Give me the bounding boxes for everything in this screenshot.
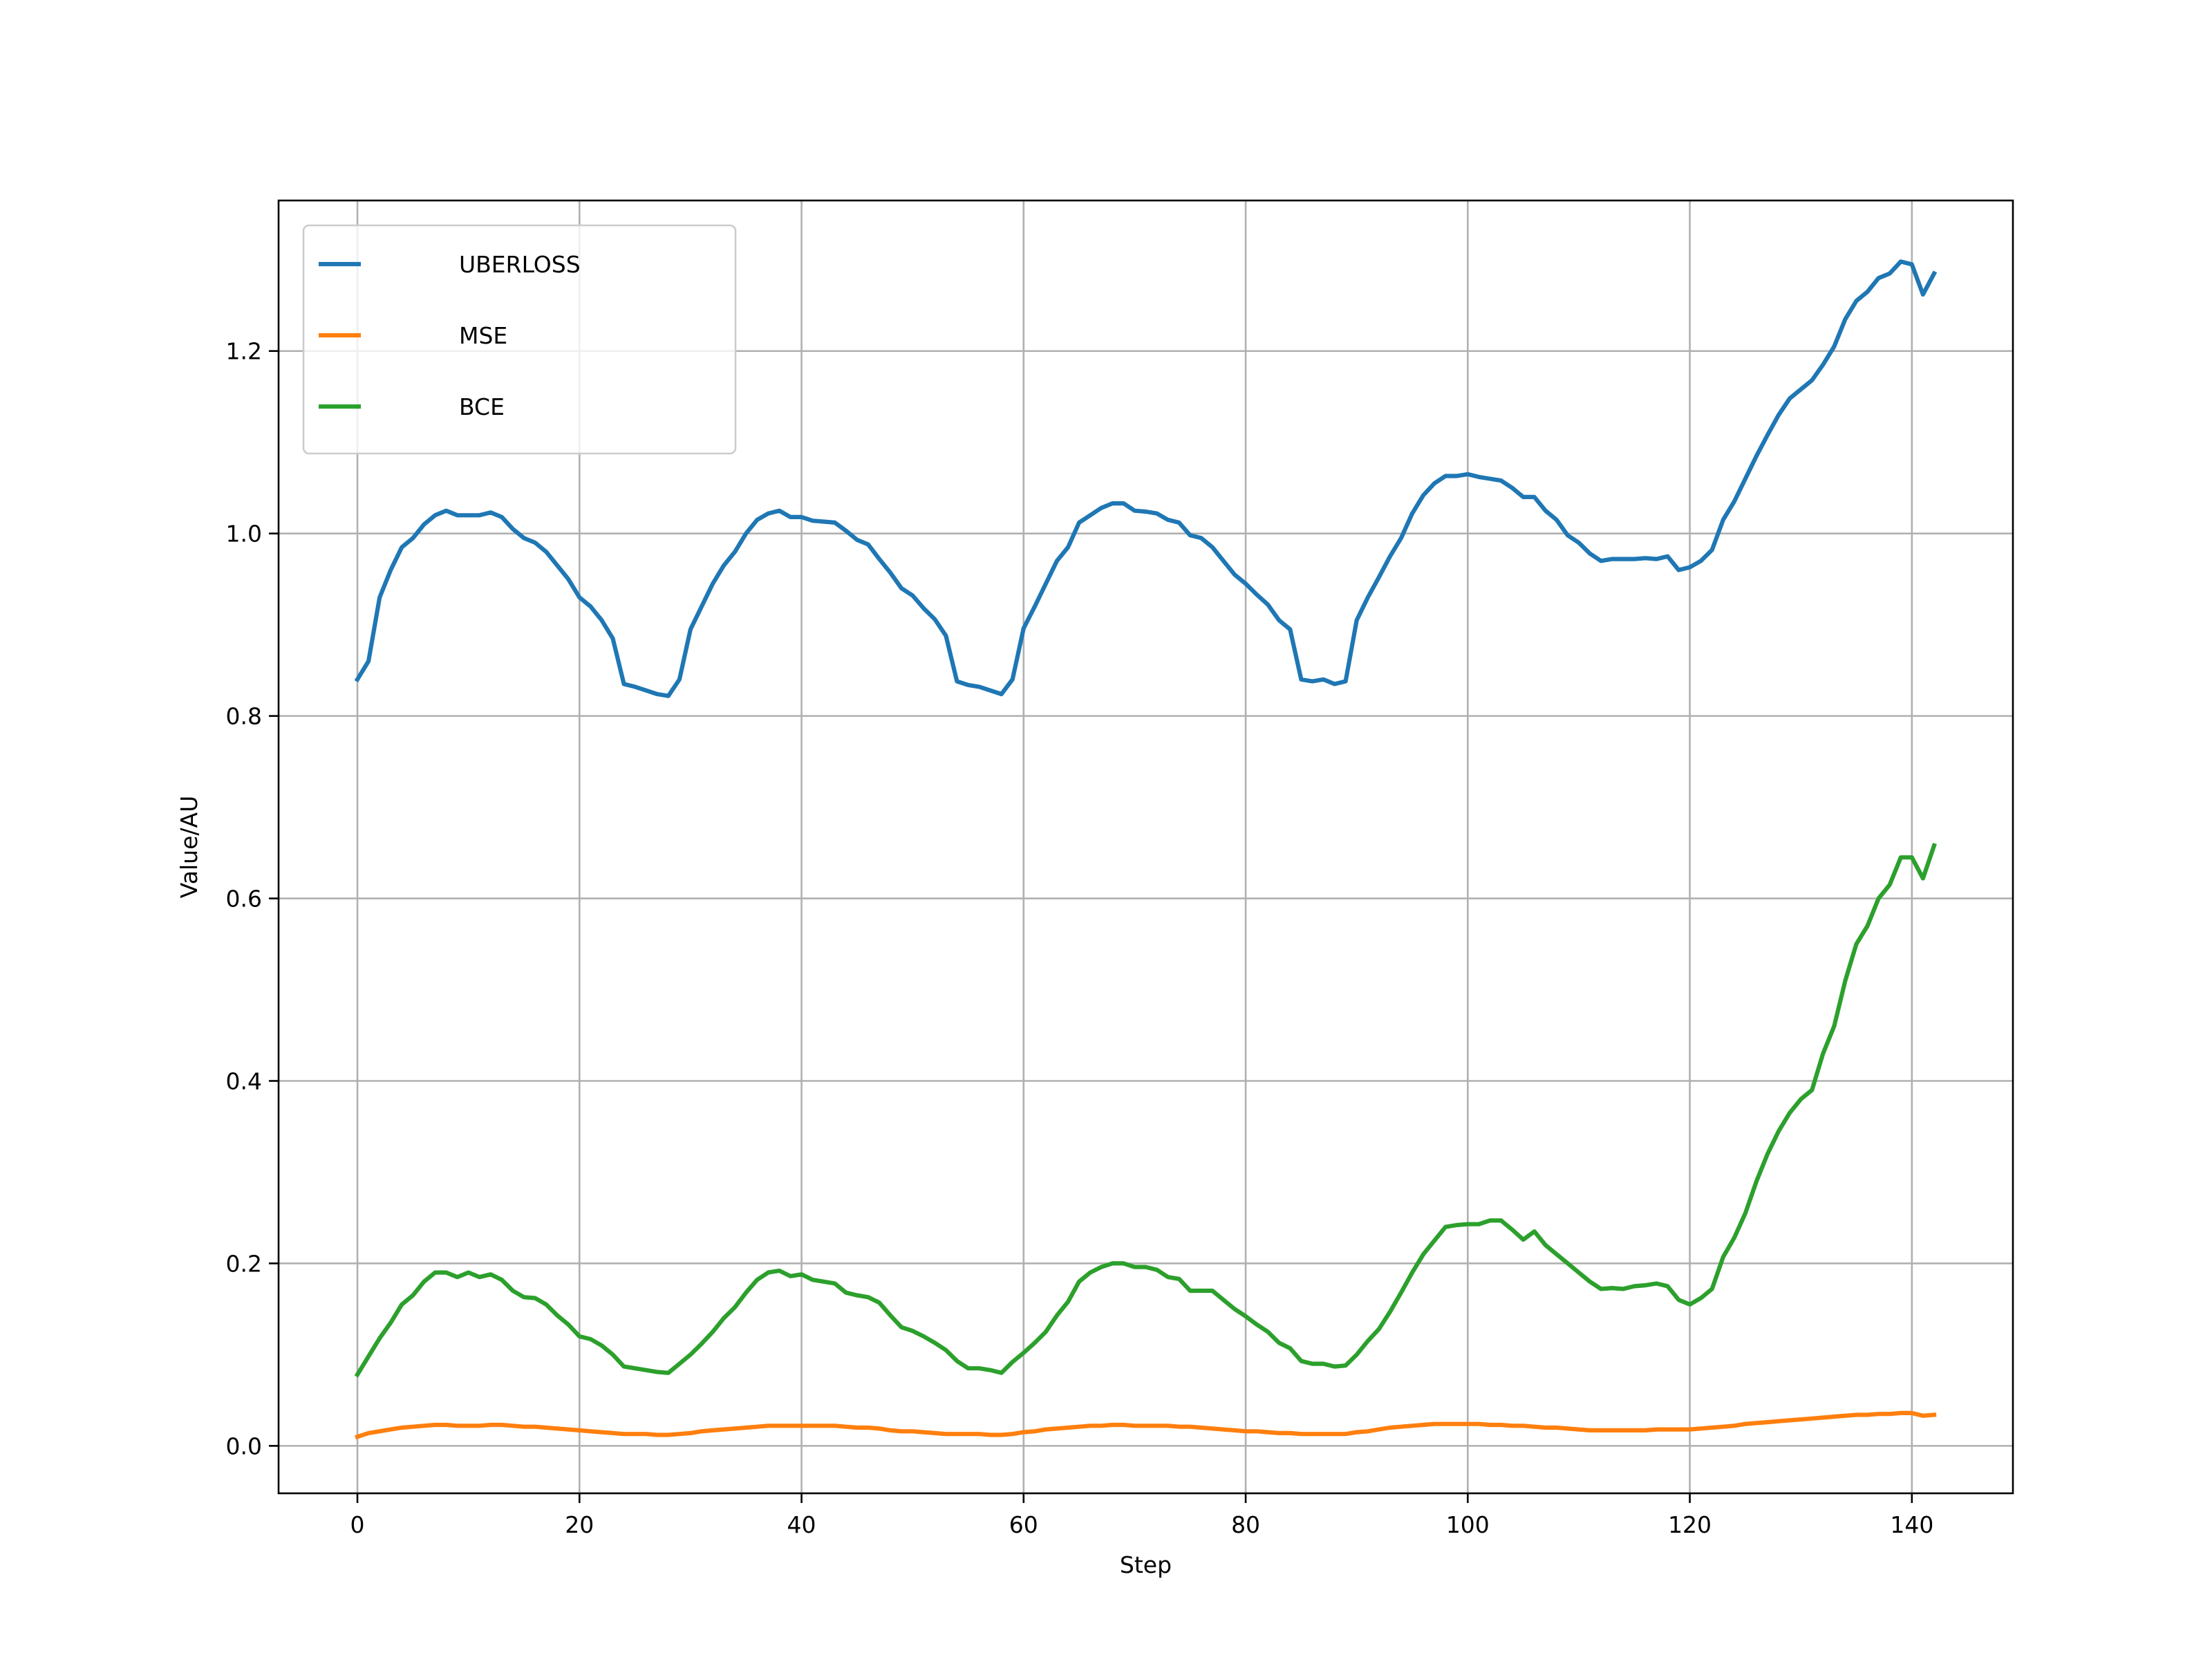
y-tick-label: 0.4 xyxy=(226,1068,262,1095)
y-axis-label: Value/AU xyxy=(176,796,203,898)
x-tick-label: 100 xyxy=(1446,1511,1490,1538)
y-tick-label: 0.0 xyxy=(226,1432,262,1459)
grid xyxy=(279,200,2013,1493)
x-tick-label: 120 xyxy=(1668,1511,1712,1538)
y-tick-label: 0.6 xyxy=(226,886,262,913)
series-line-uberloss xyxy=(354,259,1938,698)
legend-label: UBERLOSS xyxy=(459,251,581,278)
series-lines xyxy=(354,259,1938,1440)
plot-frame xyxy=(277,199,2014,1495)
y-tick-label: 0.2 xyxy=(226,1250,262,1277)
x-tick-label: 0 xyxy=(350,1511,365,1538)
x-tick-label: 20 xyxy=(565,1511,594,1538)
legend-label: MSE xyxy=(459,322,507,349)
series-line-bce xyxy=(354,843,1937,1378)
legend-box xyxy=(302,224,737,455)
x-tick-label: 40 xyxy=(787,1511,816,1538)
legend-label: BCE xyxy=(459,393,505,420)
x-tick-label: 140 xyxy=(1890,1511,1933,1538)
y-tick-label: 1.2 xyxy=(226,338,262,365)
series-line-mse xyxy=(355,1410,1937,1440)
y-tick-label: 1.0 xyxy=(226,521,262,548)
axis-ticks: 0 20 40 60 80 100 120 140 0.0 0.2 0.4 0.6 0.8 1.0 1.2 xyxy=(226,338,1934,1538)
x-axis-label: Step xyxy=(1120,1551,1172,1578)
y-tick-label: 0.8 xyxy=(226,703,262,730)
x-tick-label: 60 xyxy=(1009,1511,1038,1538)
legend: UBERLOSS MSE BCE xyxy=(302,224,737,455)
x-tick-label: 80 xyxy=(1231,1511,1260,1538)
